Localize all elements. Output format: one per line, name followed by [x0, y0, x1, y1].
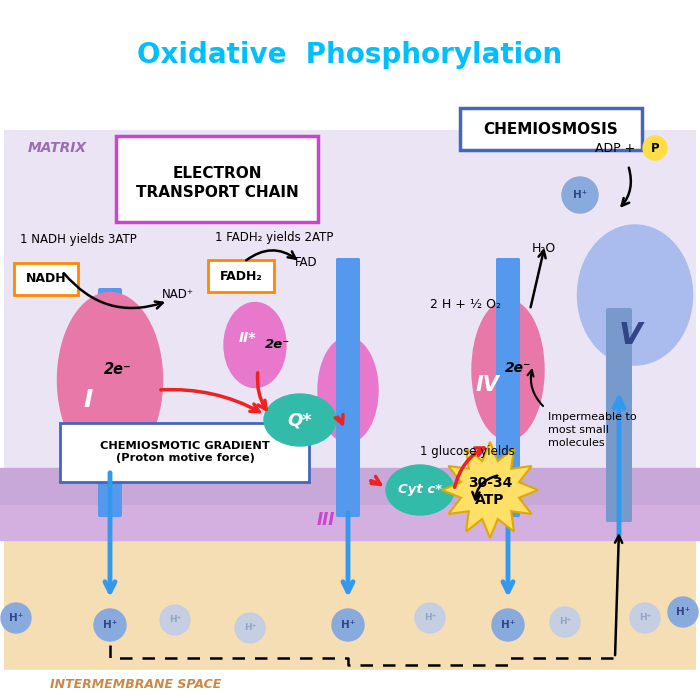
Circle shape [550, 607, 580, 637]
Text: H⁺: H⁺ [559, 617, 571, 626]
Text: ELECTRON
TRANSPORT CHAIN: ELECTRON TRANSPORT CHAIN [136, 166, 298, 200]
Text: H₂O: H₂O [532, 241, 556, 255]
FancyBboxPatch shape [606, 308, 632, 522]
FancyBboxPatch shape [60, 423, 309, 482]
Ellipse shape [224, 302, 286, 388]
FancyBboxPatch shape [98, 288, 122, 517]
Text: 2e⁻: 2e⁻ [265, 339, 290, 351]
FancyBboxPatch shape [4, 535, 696, 675]
FancyBboxPatch shape [208, 260, 274, 292]
Text: FAD: FAD [295, 256, 318, 269]
Bar [0, 468, 700, 510]
Circle shape [562, 177, 598, 213]
Text: Q*: Q* [288, 411, 312, 429]
FancyBboxPatch shape [14, 263, 78, 295]
Text: V: V [618, 321, 642, 349]
FancyBboxPatch shape [496, 258, 520, 517]
Text: CHEMIOSMOSIS: CHEMIOSMOSIS [484, 122, 618, 136]
Circle shape [160, 605, 190, 635]
Text: H⁺: H⁺ [676, 607, 690, 617]
Polygon shape [442, 442, 538, 538]
Text: H⁺: H⁺ [9, 613, 23, 623]
Text: I: I [83, 388, 92, 412]
Text: H⁺: H⁺ [341, 620, 355, 630]
Text: MATRIX: MATRIX [28, 141, 87, 155]
Circle shape [643, 136, 667, 160]
Text: Impermeable to
most small
molecules: Impermeable to most small molecules [548, 412, 636, 448]
Text: 2e⁻: 2e⁻ [104, 363, 132, 377]
Text: ATP: ATP [475, 493, 505, 507]
Text: H⁺: H⁺ [639, 613, 651, 622]
Text: H⁺: H⁺ [244, 624, 256, 633]
FancyBboxPatch shape [336, 258, 360, 517]
Ellipse shape [57, 293, 162, 468]
Circle shape [235, 613, 265, 643]
Bar [0, 670, 700, 700]
FancyBboxPatch shape [460, 108, 642, 150]
Circle shape [415, 603, 445, 633]
Circle shape [630, 603, 660, 633]
Text: 1 glucose yields: 1 glucose yields [420, 445, 515, 458]
Ellipse shape [318, 337, 378, 442]
Text: P: P [651, 141, 659, 155]
Text: 1 NADH yields 3ATP: 1 NADH yields 3ATP [20, 234, 136, 246]
Text: 2e⁻: 2e⁻ [505, 361, 531, 375]
Text: H⁺: H⁺ [169, 615, 181, 624]
Text: H⁺: H⁺ [573, 190, 587, 200]
FancyBboxPatch shape [116, 136, 318, 222]
Circle shape [94, 609, 126, 641]
Text: FADH₂: FADH₂ [220, 270, 262, 283]
Text: ADP +: ADP + [595, 141, 639, 155]
Text: 30-34: 30-34 [468, 476, 512, 490]
Text: Cyt c*: Cyt c* [398, 484, 442, 496]
Text: IV: IV [476, 375, 500, 395]
FancyBboxPatch shape [336, 258, 360, 517]
Text: NAD⁺: NAD⁺ [162, 288, 194, 302]
Circle shape [492, 609, 524, 641]
Text: 2 H + ½ O₂: 2 H + ½ O₂ [430, 298, 501, 312]
FancyBboxPatch shape [496, 258, 520, 517]
Text: II*: II* [238, 331, 256, 345]
Ellipse shape [264, 394, 336, 446]
Text: 1 FADH₂ yields 2ATP: 1 FADH₂ yields 2ATP [215, 230, 333, 244]
Ellipse shape [386, 465, 454, 515]
Circle shape [1, 603, 31, 633]
Ellipse shape [578, 225, 692, 365]
FancyBboxPatch shape [4, 130, 696, 485]
Circle shape [668, 597, 698, 627]
Circle shape [332, 609, 364, 641]
Text: Oxidative  Phosphorylation: Oxidative Phosphorylation [137, 41, 563, 69]
Text: CHEMIOSMOTIC GRADIENT
(Proton motive force): CHEMIOSMOTIC GRADIENT (Proton motive for… [100, 441, 270, 463]
Text: NADH: NADH [26, 272, 66, 286]
Ellipse shape [472, 300, 544, 440]
Text: H⁺: H⁺ [501, 620, 515, 630]
Bar [0, 0, 700, 130]
Text: INTERMEMBRANE SPACE: INTERMEMBRANE SPACE [50, 678, 221, 692]
Text: H⁺: H⁺ [103, 620, 117, 630]
Text: III: III [317, 511, 335, 529]
FancyBboxPatch shape [606, 308, 632, 522]
Text: H⁺: H⁺ [424, 613, 436, 622]
Bar [0, 505, 700, 540]
